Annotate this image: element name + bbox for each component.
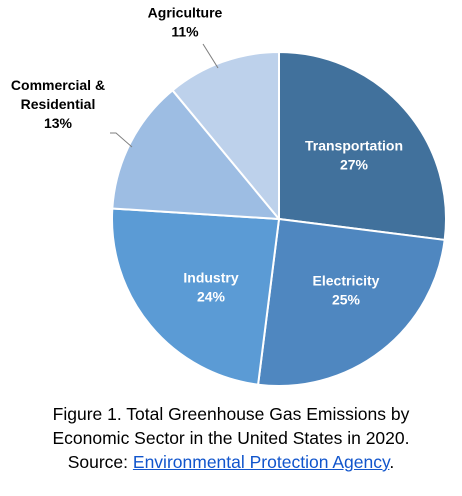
slice-name: Electricity <box>313 273 380 289</box>
caption-line-1: Figure 1. Total Greenhouse Gas Emissions… <box>52 404 410 424</box>
slice-name: Industry <box>183 270 238 286</box>
slice-name: Transportation <box>305 138 403 154</box>
slice-label-transportation: Transportation 27% <box>305 138 403 173</box>
leader-line-agriculture <box>202 43 219 69</box>
pie-slice-agriculture <box>171 51 280 220</box>
slice-label-commercial-residential: Commercial & Residential 13% <box>11 77 105 131</box>
slice-percent: 25% <box>332 292 361 308</box>
slice-name: Residential <box>21 96 96 112</box>
slice-label-electricity: Electricity 25% <box>313 273 380 308</box>
pie-slice-commercial-residential <box>111 89 280 220</box>
pie-chart: Transportation 27% Electricity 25% Industry 2… <box>11 5 447 387</box>
slice-label-agriculture: Agriculture 11% <box>148 5 223 40</box>
pie-slice-transportation <box>278 51 447 241</box>
caption-source-line: Source: Environmental Protection Agency. <box>0 450 462 474</box>
slice-name: Agriculture <box>148 5 223 21</box>
slice-percent: 24% <box>197 289 226 305</box>
caption-line-2: Economic Sector in the United States in … <box>52 428 410 448</box>
slice-percent: 13% <box>44 115 73 131</box>
pie-slice-industry <box>111 207 280 386</box>
source-prefix: Source: <box>67 452 133 472</box>
slice-percent: 27% <box>340 157 369 173</box>
slice-percent: 11% <box>171 24 199 40</box>
leader-line-commercial-residential <box>110 132 133 148</box>
pie-slice-electricity <box>257 218 446 387</box>
source-suffix: . <box>389 452 395 472</box>
slice-label-industry: Industry 24% <box>183 270 238 305</box>
figure-caption: Figure 1. Total Greenhouse Gas Emissions… <box>0 402 462 474</box>
slice-name: Commercial & <box>11 77 105 93</box>
source-link[interactable]: Environmental Protection Agency <box>132 452 390 472</box>
